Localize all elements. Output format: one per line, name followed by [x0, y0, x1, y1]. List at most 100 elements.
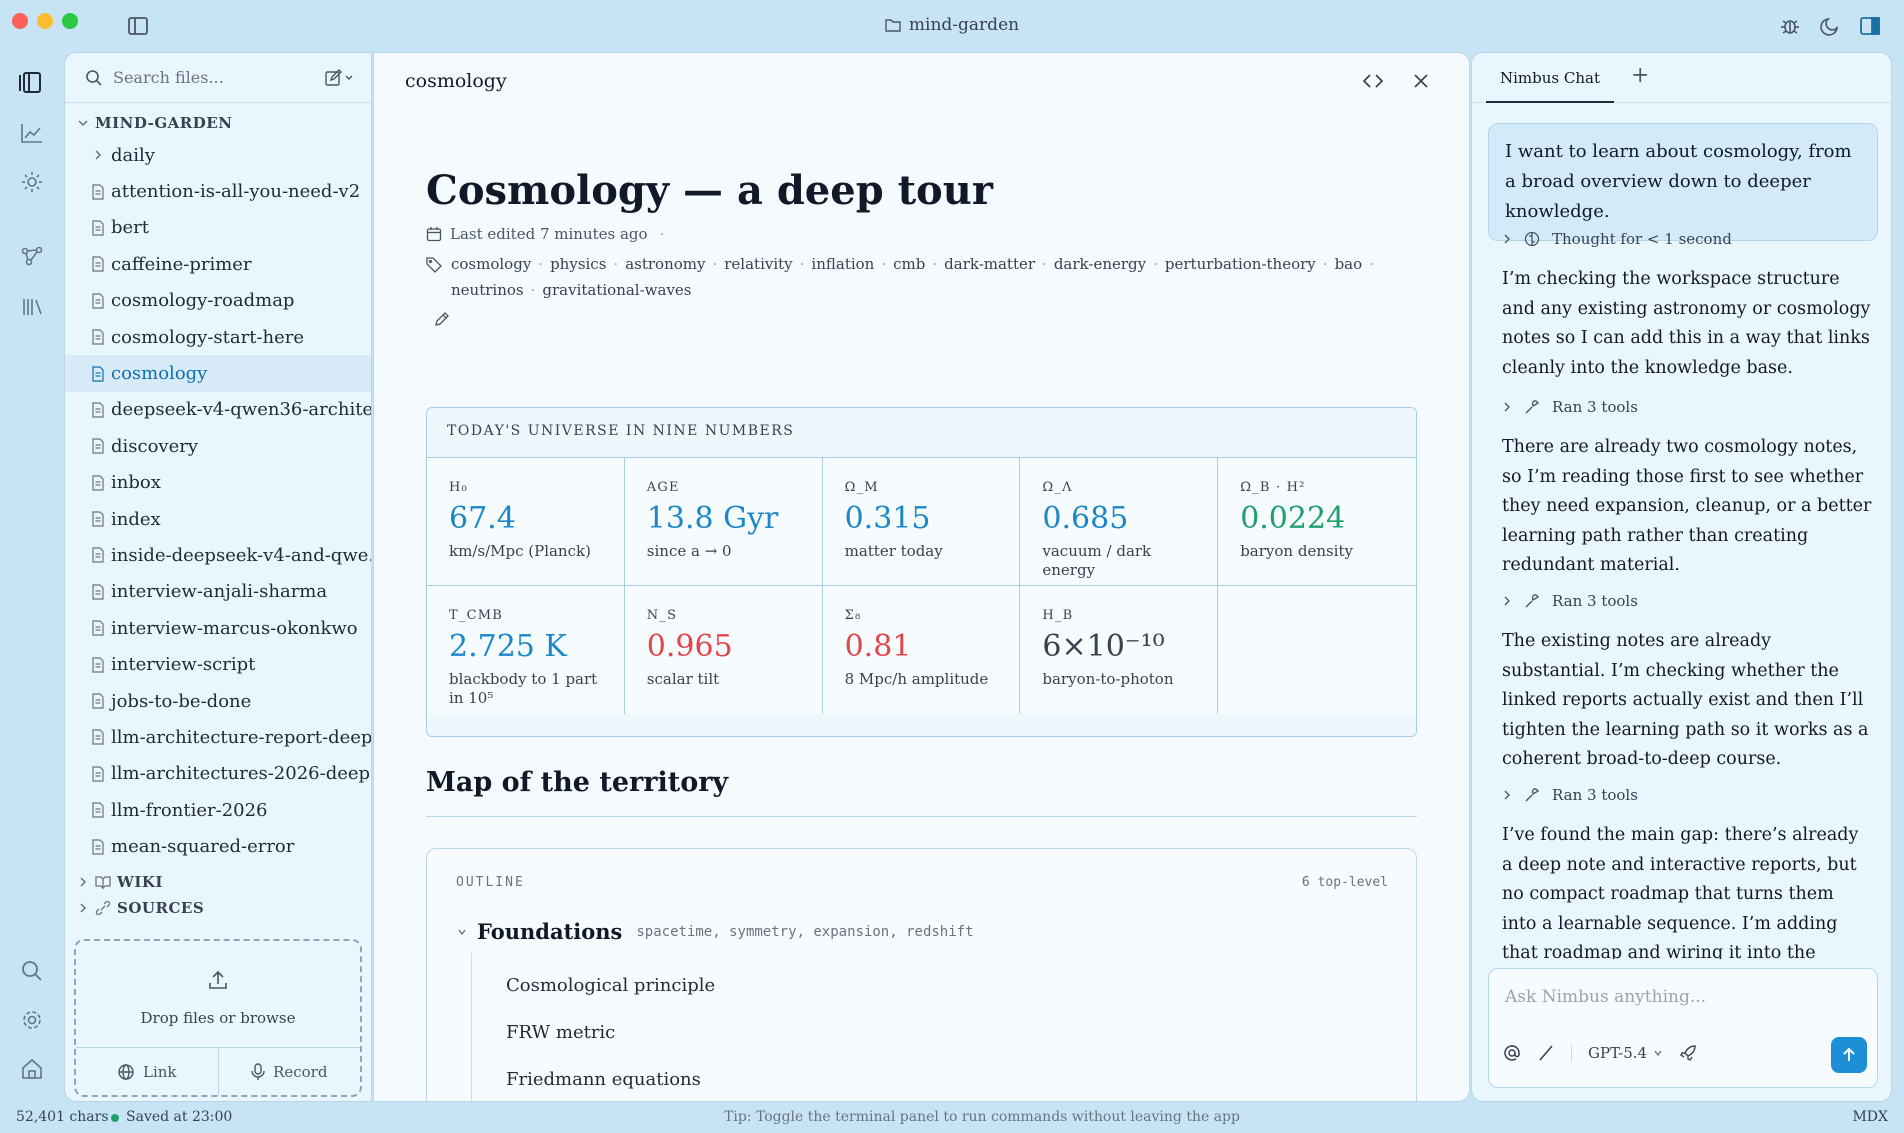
sidebar-toggle-icon[interactable]	[126, 14, 150, 38]
send-button[interactable]	[1831, 1037, 1867, 1073]
tool-step[interactable]: Ran 3 tools	[1502, 398, 1638, 416]
link-button[interactable]: Link	[76, 1048, 219, 1095]
brain-icon	[1524, 231, 1540, 247]
folder-item[interactable]: daily	[65, 137, 371, 173]
tab-nimbus-chat[interactable]: Nimbus Chat	[1486, 53, 1614, 103]
file-icon	[92, 729, 104, 746]
search-input[interactable]: Search files...	[113, 68, 224, 87]
close-icon[interactable]	[1410, 70, 1432, 92]
number-label: H₀	[449, 480, 468, 495]
search-icon[interactable]	[19, 958, 45, 984]
right-panel-toggle-icon[interactable]	[1858, 14, 1882, 38]
wiki-section[interactable]: WIKI	[65, 869, 371, 895]
tag[interactable]: perturbation-theory	[1164, 255, 1316, 273]
edit-tags-icon[interactable]	[434, 311, 450, 327]
close-window-button[interactable]	[12, 13, 28, 29]
number-label: AGE	[646, 480, 680, 495]
tool-step[interactable]: Ran 3 tools	[1502, 786, 1638, 804]
record-button-label: Record	[273, 1062, 328, 1081]
tag[interactable]: inflation	[811, 255, 875, 273]
file-item[interactable]: cosmology-start-here	[65, 319, 371, 355]
graph-icon[interactable]	[19, 242, 45, 268]
search-icon	[86, 69, 102, 86]
chat-input[interactable]: Ask Nimbus anything...	[1505, 987, 1707, 1007]
model-selector[interactable]: GPT-5.4	[1588, 1044, 1663, 1062]
tag-separator: ·	[881, 255, 887, 273]
zoom-window-button[interactable]	[62, 13, 78, 29]
file-icon	[92, 511, 104, 527]
tag[interactable]: bao	[1334, 255, 1363, 273]
file-item[interactable]: attention-is-all-you-need-v2	[65, 173, 371, 209]
file-item[interactable]: inside-deepseek-v4-and-qwe...	[65, 537, 371, 573]
number-caption: km/s/Mpc (Planck)	[449, 542, 591, 560]
tag-separator: ·	[538, 255, 544, 273]
gear-icon[interactable]	[19, 1007, 45, 1033]
mention-icon[interactable]	[1503, 1044, 1521, 1062]
folder-icon	[885, 19, 901, 32]
file-item[interactable]: interview-script	[65, 646, 371, 682]
notes-icon[interactable]	[19, 69, 45, 95]
tool-step[interactable]: Ran 3 tools	[1502, 592, 1638, 610]
file-item[interactable]: discovery	[65, 428, 371, 464]
file-item[interactable]: deepseek-v4-qwen36-archite...	[65, 392, 371, 428]
slash-command-icon[interactable]	[1537, 1044, 1555, 1062]
rocket-icon[interactable]	[1679, 1044, 1697, 1062]
file-item[interactable]: llm-architectures-2026-deep...	[65, 756, 371, 792]
chevron-right-icon	[80, 903, 87, 913]
tree-item-label: bert	[111, 217, 150, 239]
tag[interactable]: physics	[550, 255, 607, 273]
sources-section[interactable]: SOURCES	[65, 895, 371, 921]
file-dropzone[interactable]: Drop files or browse Link Record	[74, 939, 362, 1097]
tag[interactable]: neutrinos	[451, 281, 524, 299]
tag[interactable]: gravitational-waves	[542, 281, 692, 299]
file-item[interactable]: interview-marcus-okonkwo	[65, 610, 371, 646]
chart-icon[interactable]	[19, 120, 45, 146]
file-search[interactable]: Search files...	[65, 53, 371, 103]
number-cell: AGE 13.8 Gyr since a → 0	[624, 458, 823, 586]
sparkle-icon[interactable]	[19, 169, 45, 195]
number-label: Ω_Λ	[1042, 480, 1073, 495]
tag-separator: ·	[932, 255, 938, 273]
last-edited: Last edited 7 minutes ago	[450, 225, 648, 243]
chevron-right-icon	[1504, 596, 1510, 606]
outline-item-foundations[interactable]: Foundations spacetime, symmetry, expansi…	[457, 919, 974, 944]
file-item[interactable]: cosmology	[65, 355, 371, 392]
upload-icon	[76, 969, 360, 991]
chevron-right-icon	[1504, 234, 1510, 244]
file-icon	[92, 766, 104, 782]
new-chat-button[interactable]: +	[1631, 63, 1650, 88]
file-item[interactable]: mean-squared-error	[65, 828, 371, 864]
tag[interactable]: dark-matter	[944, 255, 1036, 273]
editor-mode[interactable]: MDX	[1852, 1109, 1888, 1125]
thought-step[interactable]: Thought for < 1 second	[1502, 230, 1732, 248]
save-status: Saved at 23:00	[126, 1109, 233, 1125]
bug-icon[interactable]	[1778, 14, 1802, 38]
tag[interactable]: cosmology	[451, 255, 532, 273]
wrench-icon	[1525, 594, 1539, 608]
tag[interactable]: relativity	[724, 255, 793, 273]
record-button[interactable]: Record	[219, 1048, 361, 1095]
file-item[interactable]: interview-anjali-sharma	[65, 574, 371, 610]
source-view-icon[interactable]	[1362, 70, 1384, 92]
file-item[interactable]: llm-architecture-report-deep...	[65, 719, 371, 755]
moon-icon[interactable]	[1818, 14, 1842, 38]
file-item[interactable]: cosmology-roadmap	[65, 283, 371, 319]
minimize-window-button[interactable]	[37, 13, 53, 29]
file-item[interactable]: caffeine-primer	[65, 246, 371, 282]
file-item[interactable]: index	[65, 501, 371, 537]
file-item[interactable]: jobs-to-be-done	[65, 683, 371, 719]
file-item[interactable]: bert	[65, 210, 371, 246]
file-item[interactable]: llm-frontier-2026	[65, 792, 371, 828]
home-icon[interactable]	[19, 1056, 45, 1082]
outline-child[interactable]: Cosmological principle	[506, 975, 716, 996]
file-item[interactable]: inbox	[65, 465, 371, 501]
tag[interactable]: dark-energy	[1053, 255, 1147, 273]
outline-child[interactable]: FRW metric	[506, 1022, 616, 1043]
outline-child[interactable]: Friedmann equations	[506, 1069, 701, 1090]
library-icon[interactable]	[19, 294, 45, 320]
window-title-text: mind-garden	[908, 15, 1020, 35]
tree-item-label: cosmology	[111, 363, 208, 385]
tag[interactable]: cmb	[893, 255, 926, 273]
tree-root[interactable]: MIND-GARDEN	[65, 109, 371, 137]
tag[interactable]: astronomy	[625, 255, 706, 273]
